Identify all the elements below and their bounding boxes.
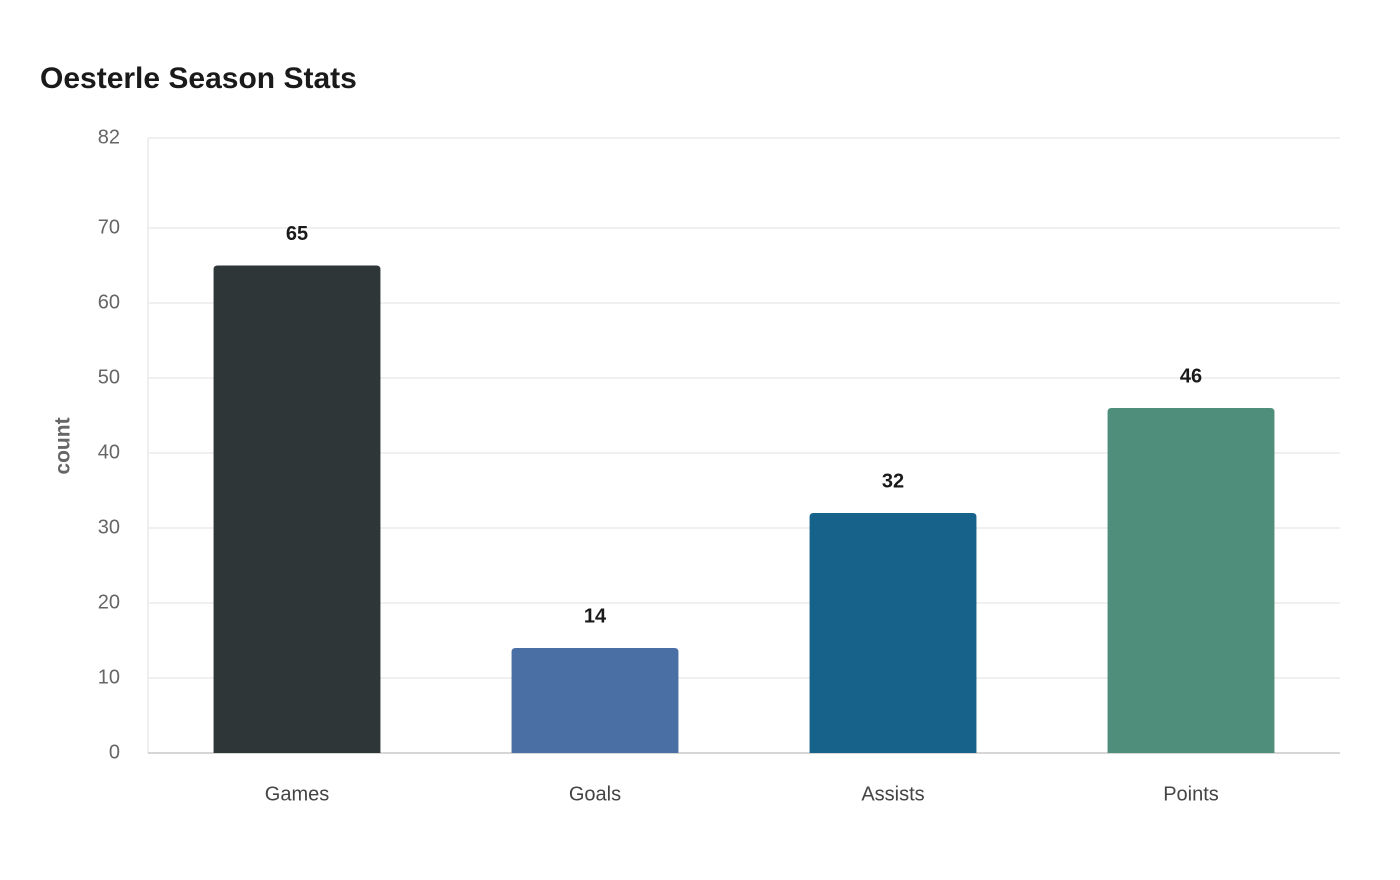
bar (1107, 408, 1275, 753)
y-tick-label: 10 (98, 666, 120, 688)
bar (809, 513, 977, 753)
y-tick-label: 0 (109, 741, 120, 763)
bar (511, 648, 679, 753)
y-tick-label: 82 (98, 126, 120, 148)
y-tick-label: 50 (98, 366, 120, 388)
data-label: 65 (286, 223, 308, 245)
data-label: 32 (882, 470, 904, 492)
y-tick-label: 40 (98, 441, 120, 463)
data-label: 46 (1180, 365, 1202, 387)
y-tick-label: 20 (98, 591, 120, 613)
x-tick-label: Games (265, 783, 329, 805)
x-tick-label: Goals (569, 783, 621, 805)
y-axis-label: count (52, 417, 75, 474)
chart-title: Oesterle Season Stats (40, 62, 357, 95)
y-tick-label: 70 (98, 216, 120, 238)
y-tick-label: 30 (98, 516, 120, 538)
data-label: 14 (584, 605, 607, 627)
x-tick-label: Points (1163, 783, 1219, 805)
y-tick-label: 60 (98, 291, 120, 313)
x-tick-label: Assists (861, 783, 924, 805)
bar (213, 265, 381, 753)
